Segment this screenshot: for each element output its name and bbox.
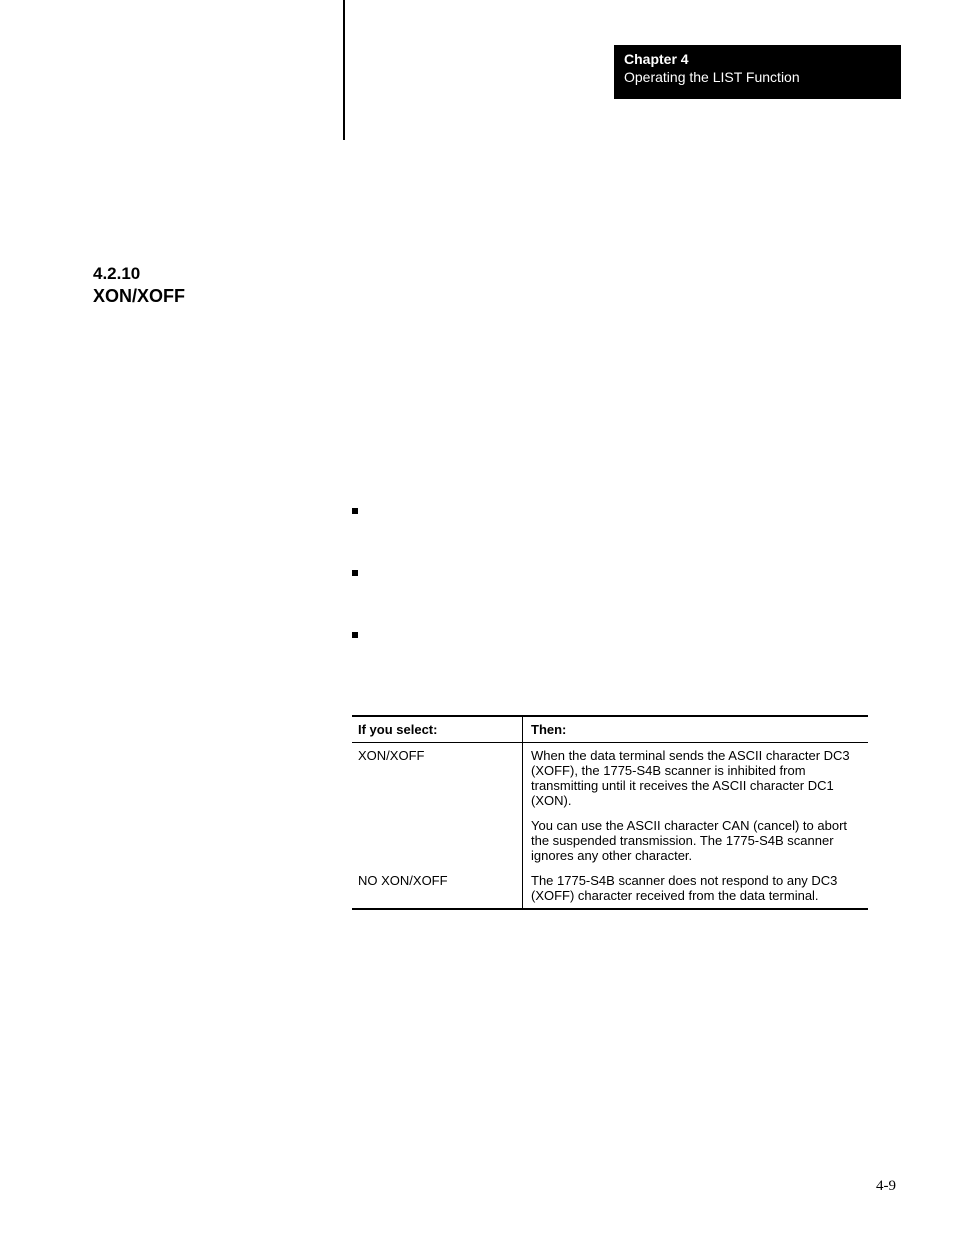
table-header-then: Then: (522, 717, 868, 742)
section-title: XON/XOFF (93, 286, 185, 307)
table-cell-then: When the data terminal sends the ASCII c… (522, 743, 868, 813)
table-cell-select (352, 813, 522, 868)
table-row: NO XON/XOFF The 1775-S4B scanner does no… (352, 868, 868, 910)
chapter-title: Operating the LIST Function (624, 68, 901, 86)
list-item (352, 567, 376, 587)
page-number: 4-9 (876, 1178, 896, 1195)
table-cell-then: You can use the ASCII character CAN (can… (522, 813, 868, 868)
selection-table: If you select: Then: XON/XOFF When the d… (352, 715, 868, 910)
table-cell-select: XON/XOFF (352, 743, 522, 813)
table-header-row: If you select: Then: (352, 715, 868, 743)
table-header-select: If you select: (352, 717, 522, 742)
chapter-label: Chapter 4 (624, 51, 901, 68)
vertical-divider (343, 0, 345, 140)
list-item (352, 629, 376, 649)
section-number: 4.2.10 (93, 264, 140, 284)
table-row: You can use the ASCII character CAN (can… (352, 813, 868, 868)
page: Chapter 4 Operating the LIST Function 4.… (0, 0, 954, 1235)
bullet-list (352, 505, 376, 691)
chapter-header-box: Chapter 4 Operating the LIST Function (614, 45, 901, 99)
list-item (352, 505, 376, 525)
table-cell-then: The 1775-S4B scanner does not respond to… (522, 868, 868, 908)
table-row: XON/XOFF When the data terminal sends th… (352, 743, 868, 813)
table-cell-select: NO XON/XOFF (352, 868, 522, 908)
